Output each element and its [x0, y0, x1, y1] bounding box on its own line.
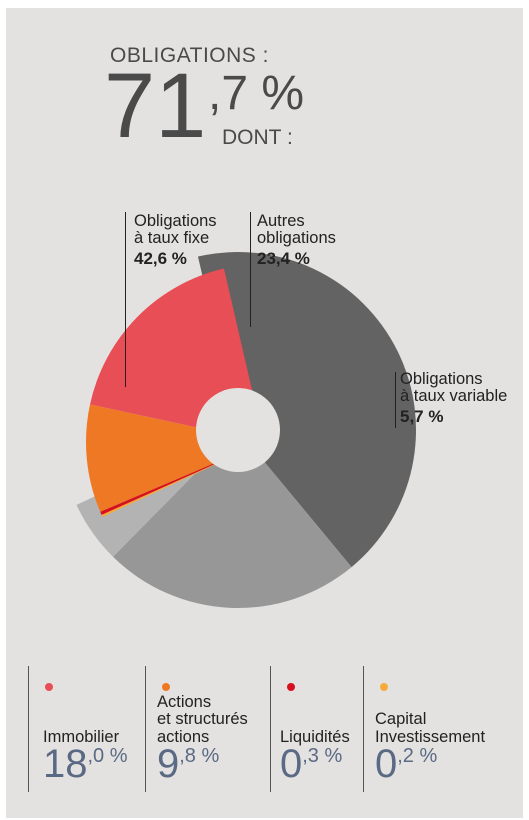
callout-line-autres — [250, 212, 251, 327]
label-obligations-taux-fixe: Obligations à taux fixe 42,6 % — [134, 212, 217, 268]
pie-slice-1 — [113, 430, 352, 608]
label-value: 23,4 % — [257, 248, 310, 268]
legend-value: 0,2 % — [375, 742, 438, 786]
legend-name: Immobilier — [43, 727, 120, 746]
callout-line-variable — [395, 372, 396, 428]
legend-capital-investissement: Capital Investissement 0,2 % — [363, 666, 514, 792]
legend-value: 0,3 % — [280, 742, 343, 786]
label-value: 42,6 % — [134, 248, 187, 268]
legend-liquidites: Liquidités 0,3 % — [270, 666, 363, 792]
pie-slice-0 — [197, 252, 416, 568]
label-obligations-taux-variable: Obligations à taux variable 5,7 % — [400, 370, 508, 426]
label-value: 5,7 % — [400, 406, 444, 426]
label-name: Obligations à taux variable — [400, 370, 508, 406]
obligations-label: OBLIGATIONS : — [110, 44, 269, 67]
legend-actions: Actions et structurés actions 9,8 % — [145, 666, 270, 792]
obligations-total-integer: 71 — [104, 55, 207, 157]
legend-immobilier: Immobilier 18,0 % — [28, 666, 145, 792]
pie-slice-5 — [86, 404, 265, 512]
legend-dot — [162, 683, 170, 691]
label-autres-obligations: Autres obligations 23,4 % — [257, 212, 336, 268]
label-name: Autres obligations — [257, 212, 336, 248]
obligations-total-decimal: ,7 % — [208, 67, 305, 120]
legend-dot — [380, 683, 388, 691]
legend-value: 18,0 % — [43, 742, 128, 786]
label-name: Obligations à taux fixe — [134, 212, 217, 248]
legend-dot — [45, 683, 53, 691]
legend-value: 9,8 % — [157, 742, 220, 786]
legend-name: Actions et structurés actions — [157, 693, 248, 746]
callout-line-fixe — [125, 212, 126, 387]
legend-name: Capital Investissement — [375, 710, 486, 746]
legend-name: Liquidités — [280, 727, 350, 746]
donut-hole — [196, 388, 280, 472]
legend-dot — [287, 683, 295, 691]
dont-label: DONT : — [222, 126, 293, 149]
